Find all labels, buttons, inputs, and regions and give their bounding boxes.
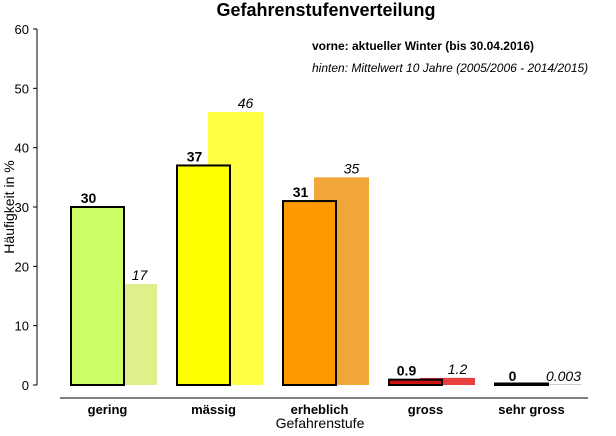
bar-front-gering (70, 206, 125, 386)
back-value-label: 35 (344, 160, 360, 176)
bar-front-mässig (176, 164, 231, 386)
bar-back-sehr-gross (526, 384, 581, 385)
back-value-label: 46 (238, 95, 254, 111)
x-tick-label: gross (408, 402, 443, 417)
front-value-label: 37 (187, 148, 203, 164)
back-note: hinten: Mittelwert 10 Jahre (2005/2006 -… (312, 61, 588, 75)
back-value-label: 17 (132, 267, 149, 283)
y-tick-label: 60 (15, 22, 29, 37)
bar-front-gross (388, 378, 443, 387)
back-value-label: 0.003 (546, 368, 581, 384)
y-tick-label: 10 (15, 319, 29, 334)
bar-front-erheblich (282, 200, 337, 386)
x-tick-label: sehr gross (498, 402, 564, 417)
front-value-label: 0 (509, 368, 517, 384)
x-tick-label: mässig (191, 402, 236, 417)
y-tick-label: 20 (15, 259, 29, 274)
front-value-label: 30 (81, 190, 97, 206)
front-value-label: 31 (293, 184, 309, 200)
front-value-label: 0.9 (397, 363, 417, 379)
front-note: vorne: aktueller Winter (bis 30.04.2016) (312, 39, 534, 53)
y-tick-label: 30 (15, 200, 29, 215)
y-tick-label: 0 (22, 378, 29, 393)
y-axis-label: Häufigkeit in % (1, 160, 17, 253)
x-tick-label: erheblich (291, 402, 349, 417)
bar-back-gross (420, 377, 475, 385)
y-tick-label: 40 (15, 141, 29, 156)
back-value-label: 1.2 (448, 361, 468, 377)
x-axis-label: Gefahrenstufe (276, 415, 365, 431)
bar-front-sehr-gross (494, 382, 549, 386)
x-tick-label: gering (88, 402, 128, 417)
chart-title: Gefahrenstufenverteilung (216, 0, 435, 20)
y-tick-label: 50 (15, 81, 29, 96)
